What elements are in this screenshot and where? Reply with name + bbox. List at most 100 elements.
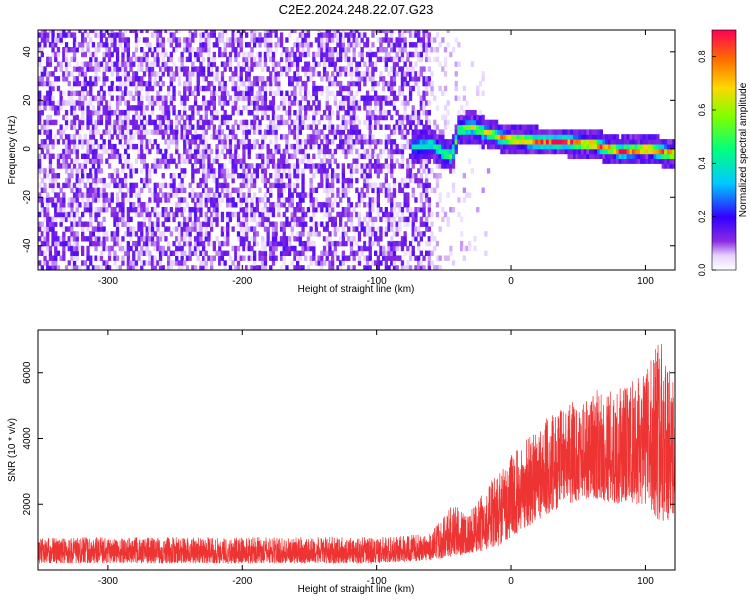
spectrogram-cell: [247, 42, 251, 48]
spectrogram-cell: [196, 236, 200, 242]
spectrogram-cell: [78, 187, 82, 193]
spectrogram-cell: [97, 197, 101, 203]
spectrogram-cell: [212, 114, 216, 121]
spectrogram-cell: [427, 260, 431, 266]
spectrogram-cell: [204, 265, 208, 270]
spectrogram-cell: [392, 255, 397, 261]
spectrogram-cell: [443, 158, 448, 164]
spectrogram-cell: [374, 61, 378, 67]
spectrogram-cell: [102, 105, 106, 111]
spectrogram-cell: [202, 265, 206, 270]
spectrogram-cell: [161, 158, 165, 164]
spectrogram-cell: [336, 32, 340, 38]
spectrogram-cell: [67, 197, 71, 203]
spectrogram-cell: [282, 187, 286, 193]
spectrogram-cell: [384, 173, 388, 179]
spectrogram-cell: [150, 226, 155, 232]
spectrogram-cell: [81, 80, 85, 87]
spectrogram-cell: [599, 129, 603, 135]
spectrogram-cell: [64, 216, 69, 223]
spectrogram-cell: [368, 105, 372, 111]
spectrogram-cell: [282, 245, 286, 252]
spectrogram-cell: [126, 216, 130, 223]
spectrogram-cell: [430, 129, 434, 135]
spectrogram-cell: [317, 61, 321, 67]
spectrogram-cell: [282, 231, 286, 237]
spectrogram-cell: [185, 139, 190, 145]
spectrogram-cell: [247, 100, 251, 106]
spectrogram-cell: [78, 42, 82, 48]
spectrogram-cell: [527, 139, 531, 145]
spectrogram-cell: [446, 192, 450, 198]
spectrogram-cell: [293, 182, 297, 189]
spectrogram-cell: [51, 221, 55, 227]
spectrogram-cell: [314, 207, 319, 213]
spectrogram-cell: [113, 66, 117, 72]
spectrogram-cell: [250, 85, 254, 92]
spectrogram-cell: [153, 129, 157, 135]
spectrogram-cell: [357, 105, 362, 111]
spectrogram-cell: [153, 124, 157, 130]
spectrogram-cell: [43, 187, 47, 193]
spectrogram-cell: [365, 42, 370, 48]
spectrogram-cell: [387, 187, 391, 193]
spectrogram-cell: [417, 158, 421, 164]
spectrogram-cell: [180, 245, 184, 252]
spectrogram-cell: [626, 158, 630, 164]
spectrogram-cell: [572, 129, 577, 135]
spectrogram-cell: [341, 114, 345, 121]
spectrogram-cell: [228, 148, 233, 155]
spectrogram-cell: [118, 100, 122, 106]
spectrogram-cell: [228, 143, 233, 150]
spectrogram-cell: [481, 134, 485, 140]
spectrogram-cell: [390, 139, 394, 145]
spectrogram-cell: [40, 177, 44, 184]
spectrogram-cell: [158, 114, 163, 121]
spectrogram-cell: [89, 37, 93, 43]
spectrogram-cell: [583, 129, 587, 135]
spectrogram-cell: [218, 240, 222, 247]
spectrogram-cell: [298, 129, 302, 135]
spectrogram-cell: [223, 250, 227, 256]
spectrogram-cell: [78, 163, 82, 169]
spectrogram-cell: [72, 143, 77, 150]
spectrogram-cell: [89, 110, 93, 116]
spectrogram-cell: [269, 221, 273, 227]
spectrogram-cell: [468, 139, 472, 145]
spectrogram-cell: [390, 32, 394, 38]
spectrogram-cell: [325, 32, 329, 38]
spectrogram-cell: [476, 207, 480, 213]
spectrogram-cell: [427, 250, 431, 256]
spectrogram-cell: [113, 260, 117, 266]
spectrogram-cell: [54, 240, 58, 247]
spectrogram-cell: [107, 202, 112, 208]
spectrogram-cell: [427, 119, 431, 126]
spectrogram-cell: [70, 85, 74, 92]
spectrogram-cell: [309, 168, 313, 174]
spectrogram-cell: [352, 30, 356, 33]
spectrogram-cell: [269, 255, 273, 261]
spectrogram-cell: [301, 153, 305, 159]
spectrogram-cell: [451, 134, 456, 140]
spectrogram-cell: [210, 110, 214, 116]
spectrogram-cell: [220, 173, 225, 179]
spectrogram-cell: [322, 51, 327, 58]
spectrogram-cell: [261, 37, 265, 43]
spectrogram-cell: [167, 143, 171, 150]
spectrogram-cell: [223, 80, 227, 87]
spectrogram-cell: [304, 37, 308, 43]
spectrogram-cell: [263, 245, 268, 252]
spectrogram-cell: [158, 129, 163, 135]
spectrogram-cell: [527, 124, 531, 130]
spectrogram-cell: [263, 182, 268, 189]
spectrogram-cell: [605, 139, 609, 145]
spectrogram-cell: [427, 148, 431, 155]
spectrogram-cell: [368, 76, 372, 82]
spectrogram-cell: [336, 129, 340, 135]
spectrogram-cell: [325, 95, 329, 101]
spectrogram-cell: [204, 139, 208, 145]
spectrogram-cell: [196, 90, 200, 96]
spectrogram-cell: [546, 148, 550, 155]
spectrogram-cell: [102, 32, 106, 38]
spectrogram-cell: [226, 231, 230, 237]
